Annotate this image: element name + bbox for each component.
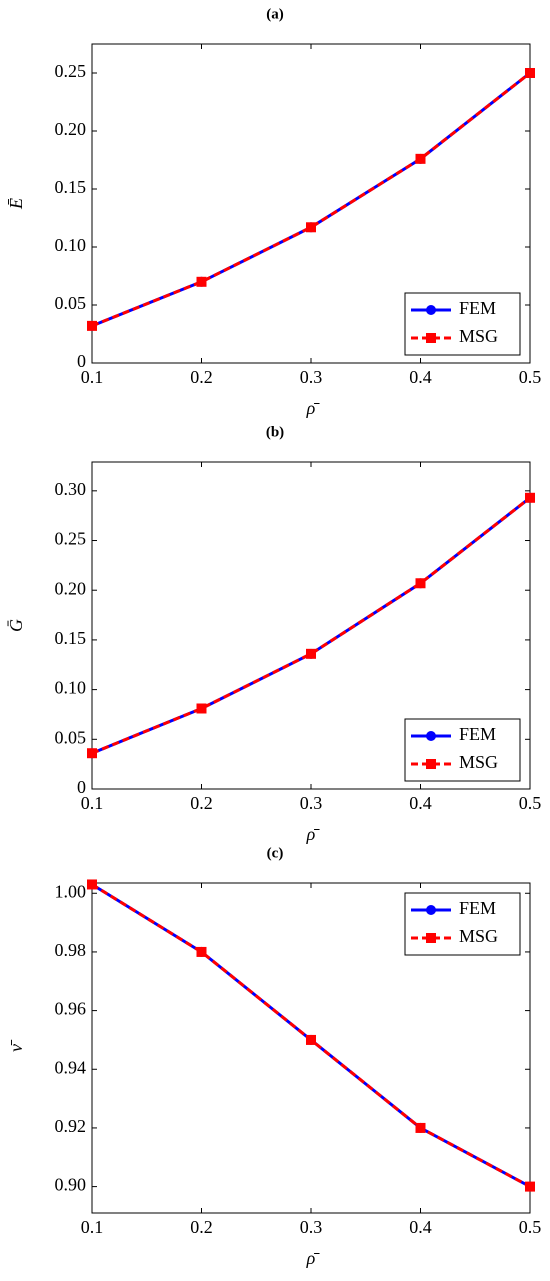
x-tick-label: 0.4 xyxy=(409,1217,432,1237)
y-tick-label: 0.92 xyxy=(55,1116,87,1136)
y-tick-label: 0.94 xyxy=(55,1057,87,1077)
marker xyxy=(525,492,535,503)
y-tick-label: 0 xyxy=(77,777,86,797)
x-tick-label: 0.1 xyxy=(81,793,104,813)
x-tick-label: 0.2 xyxy=(190,367,213,387)
x-tick-label: 0.5 xyxy=(519,367,542,387)
y-tick-label: 0.20 xyxy=(55,119,87,139)
marker xyxy=(525,1181,535,1192)
marker xyxy=(426,933,436,943)
legend-box xyxy=(404,892,521,956)
marker xyxy=(426,731,436,741)
x-axis-label: ρ̄ xyxy=(306,1248,321,1268)
series-line xyxy=(91,71,531,328)
y-tick-label: 0.98 xyxy=(55,940,87,960)
marker xyxy=(306,1034,316,1045)
x-axis-label: ρ̄ xyxy=(306,398,321,418)
marker xyxy=(525,68,535,78)
legend-label: FEM xyxy=(459,898,496,918)
marker xyxy=(426,305,436,315)
y-tick-label: 0.90 xyxy=(55,1175,87,1195)
legend-label: FEM xyxy=(459,298,496,318)
marker xyxy=(415,153,426,164)
marker xyxy=(415,1122,426,1133)
marker xyxy=(87,320,97,331)
marker xyxy=(426,759,436,769)
y-tick-label: 0.25 xyxy=(55,61,87,81)
y-tick-label: 0.10 xyxy=(55,678,87,698)
y-tick-label: 0.05 xyxy=(55,727,87,747)
x-tick-label: 0.4 xyxy=(409,793,432,813)
chart-title: (a) xyxy=(266,6,284,22)
x-tick-label: 0.1 xyxy=(81,1217,104,1237)
y-tick-label: 0.20 xyxy=(55,578,87,598)
series-line xyxy=(91,71,531,328)
x-tick-label: 0.1 xyxy=(81,367,104,387)
y-tick-label: 0.10 xyxy=(55,235,87,255)
legend-box xyxy=(404,718,521,782)
chart: (c) 0.90 0.92 0.94 0.96 0.98 1.00 0.1 0.2 0.3 0.4 0… xyxy=(6,845,541,1268)
x-tick-label: 0.5 xyxy=(519,793,542,813)
chart-title: (c) xyxy=(267,845,284,861)
marker xyxy=(426,333,436,343)
series-line xyxy=(91,496,531,755)
y-axis-label: Ē xyxy=(6,198,26,210)
x-tick-label: 0.3 xyxy=(300,1217,323,1237)
y-tick-label: 0.96 xyxy=(55,999,87,1019)
marker xyxy=(196,276,207,287)
y-axis-label: ν̄ xyxy=(6,1039,26,1052)
y-tick-label: 0.25 xyxy=(55,529,87,549)
chart-title: (b) xyxy=(266,424,284,440)
series-line xyxy=(91,496,531,755)
y-tick-label: 0.15 xyxy=(55,628,87,648)
marker xyxy=(87,748,97,759)
legend-label: MSG xyxy=(459,326,498,346)
x-axis-label: ρ̄ xyxy=(306,824,321,844)
y-tick-label: 0.30 xyxy=(55,479,87,499)
x-tick-label: 0.4 xyxy=(409,367,432,387)
x-tick-label: 0.5 xyxy=(519,1217,542,1237)
legend-box xyxy=(404,292,521,356)
y-axis-label: Ḡ xyxy=(6,619,26,632)
y-tick-label: 0.05 xyxy=(55,293,87,313)
x-tick-label: 0.3 xyxy=(300,367,323,387)
marker xyxy=(426,905,436,915)
marker xyxy=(196,703,207,714)
chart: (a) 0 0.05 0.10 0.15 0.20 0.25 0.1 0.2 0.3 0.4 0.5 ρ… xyxy=(6,6,541,418)
marker xyxy=(196,946,207,957)
y-tick-label: 1.00 xyxy=(55,881,87,901)
legend-label: MSG xyxy=(459,752,498,772)
marker xyxy=(306,222,316,233)
chart: (b) 0 0.05 0.10 0.15 0.20 0.25 0.30 0.1 0.2 0.3 0.4… xyxy=(6,424,541,844)
marker xyxy=(306,648,316,659)
x-tick-label: 0.2 xyxy=(190,1217,213,1237)
y-tick-label: 0.15 xyxy=(55,177,87,197)
x-tick-label: 0.2 xyxy=(190,793,213,813)
marker xyxy=(415,578,426,589)
x-tick-label: 0.3 xyxy=(300,793,323,813)
legend-label: MSG xyxy=(459,926,498,946)
y-tick-label: 0 xyxy=(77,351,86,371)
legend-label: FEM xyxy=(459,724,496,744)
marker xyxy=(87,879,97,890)
